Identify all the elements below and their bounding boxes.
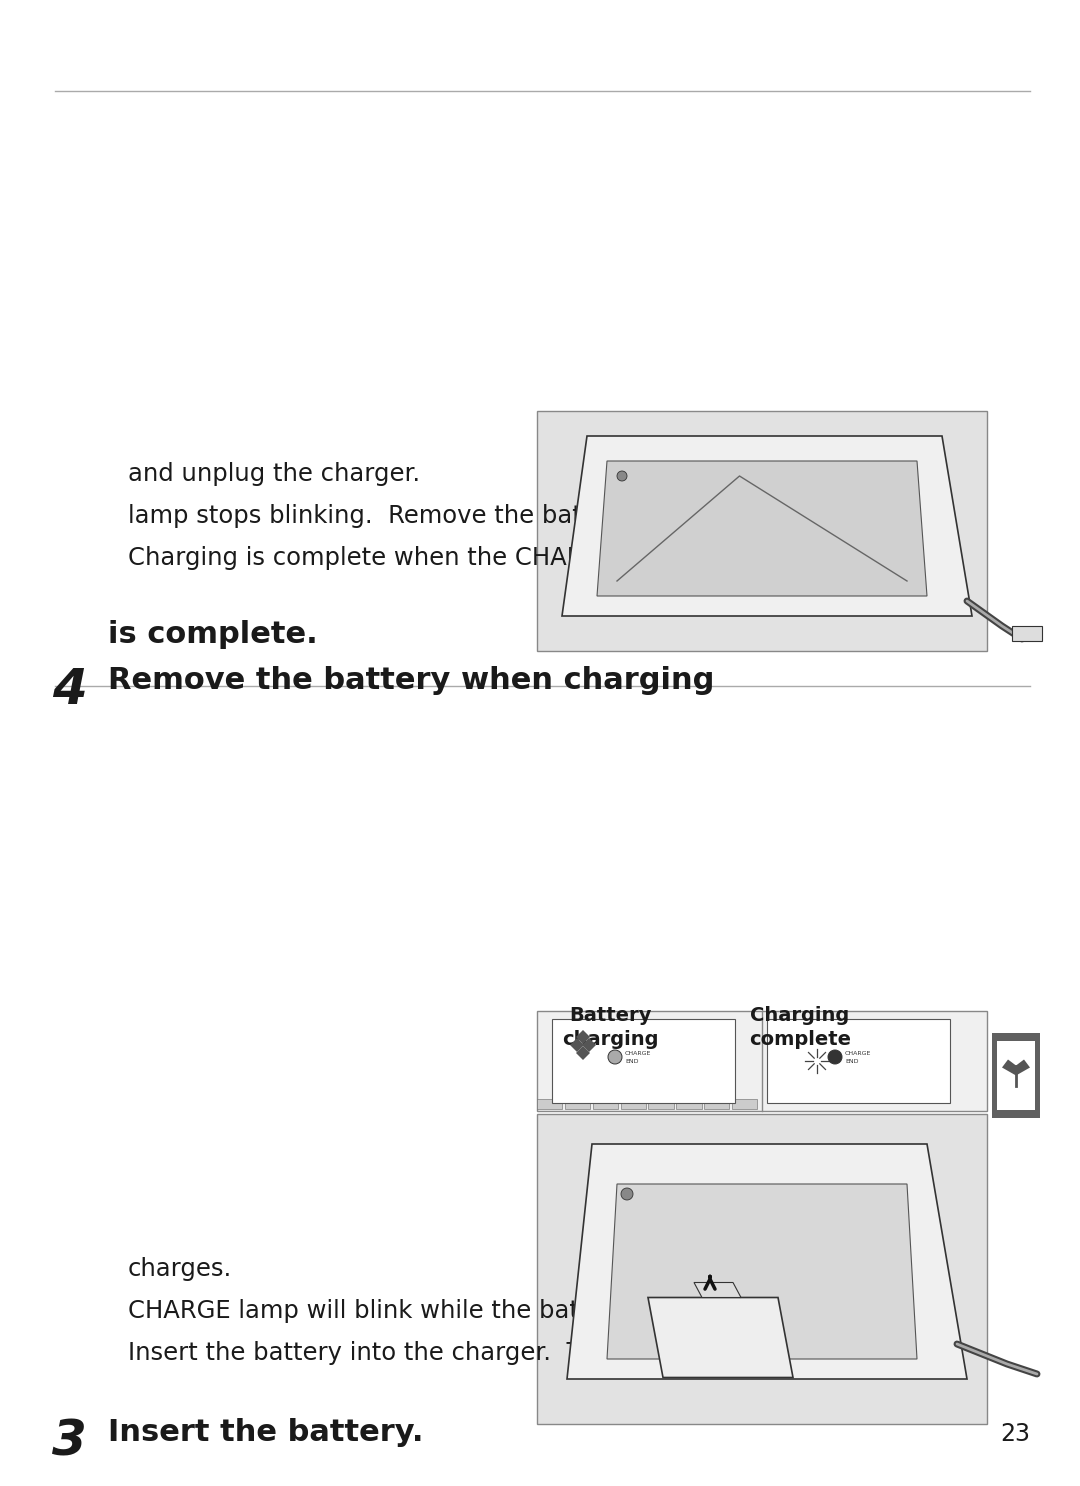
Polygon shape: [648, 1297, 793, 1378]
Text: END: END: [845, 1060, 859, 1064]
Text: Charging is complete when the CHARGE: Charging is complete when the CHARGE: [129, 545, 618, 571]
Circle shape: [621, 1187, 633, 1201]
Bar: [732, 1100, 757, 1109]
Text: 3: 3: [52, 1418, 86, 1467]
Text: lamp stops blinking.  Remove the battery: lamp stops blinking. Remove the battery: [129, 504, 631, 528]
Polygon shape: [1002, 1060, 1016, 1076]
Text: 4: 4: [52, 666, 86, 713]
Polygon shape: [607, 1184, 917, 1360]
Bar: [537, 1114, 987, 1424]
Text: CHARGE: CHARGE: [845, 1051, 872, 1057]
Bar: [993, 1033, 1040, 1117]
Bar: [704, 1100, 729, 1109]
Text: END: END: [625, 1060, 638, 1064]
Bar: [648, 1100, 674, 1109]
Text: CHARGE lamp will blink while the battery: CHARGE lamp will blink while the battery: [129, 1299, 627, 1323]
Text: charges.: charges.: [129, 1257, 232, 1281]
Bar: [621, 1100, 646, 1109]
Text: Remove the battery when charging: Remove the battery when charging: [108, 666, 714, 695]
Polygon shape: [562, 435, 972, 617]
Polygon shape: [582, 1039, 596, 1052]
Text: Insert the battery.: Insert the battery.: [108, 1418, 423, 1447]
Bar: [676, 1100, 702, 1109]
Circle shape: [828, 1051, 842, 1064]
Polygon shape: [597, 461, 927, 596]
Bar: [767, 1019, 949, 1103]
Polygon shape: [576, 1046, 590, 1060]
Text: Insert the battery into the charger.  The: Insert the battery into the charger. The: [129, 1340, 612, 1366]
Text: is complete.: is complete.: [108, 620, 318, 649]
Bar: [997, 1042, 1035, 1110]
Polygon shape: [1016, 1060, 1030, 1076]
Bar: [537, 412, 987, 651]
Text: CHARGE: CHARGE: [625, 1051, 651, 1057]
Text: Charging
complete: Charging complete: [750, 1006, 851, 1049]
Text: and unplug the charger.: and unplug the charger.: [129, 462, 420, 486]
Bar: [1012, 626, 1042, 640]
Text: 23: 23: [1000, 1422, 1030, 1446]
Text: Battery
charging: Battery charging: [562, 1006, 658, 1049]
Bar: [537, 1010, 987, 1112]
Circle shape: [617, 471, 627, 481]
Bar: [537, 1100, 563, 1109]
Bar: [565, 1100, 590, 1109]
Bar: [552, 1019, 734, 1103]
Polygon shape: [694, 1282, 741, 1297]
Polygon shape: [570, 1039, 584, 1052]
Circle shape: [608, 1051, 622, 1064]
Polygon shape: [567, 1144, 967, 1379]
Polygon shape: [576, 1030, 590, 1045]
Bar: [593, 1100, 618, 1109]
